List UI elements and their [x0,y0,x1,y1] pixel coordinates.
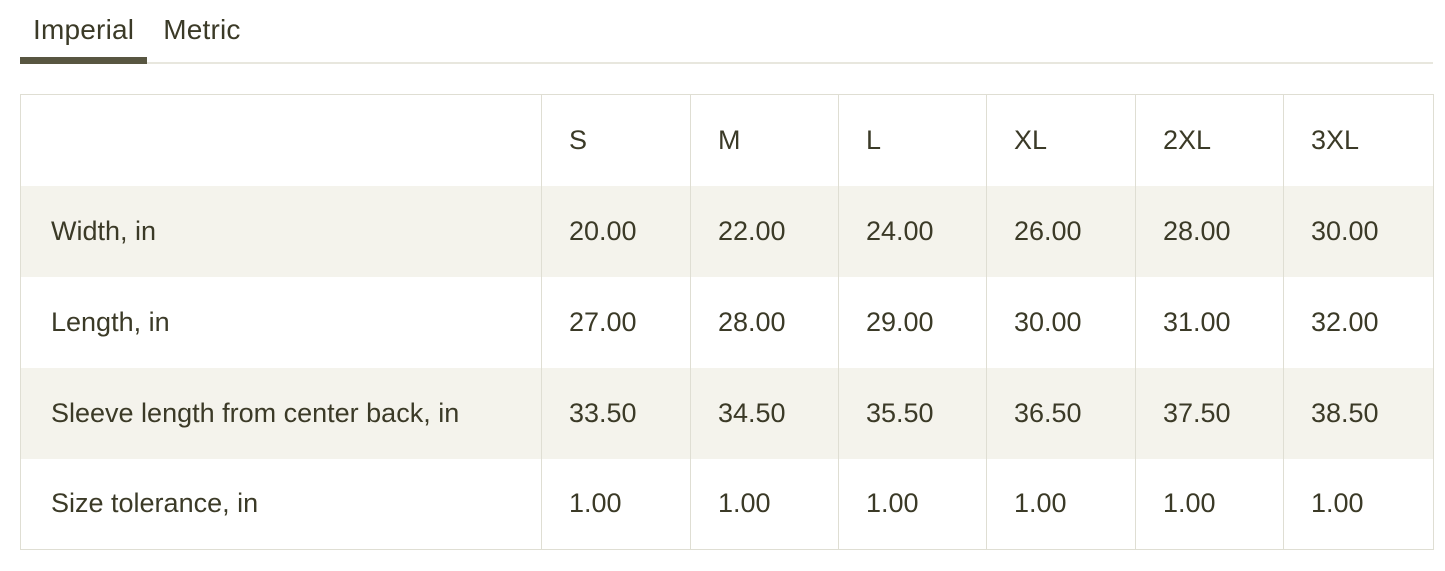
value-cell: 31.00 [1135,276,1284,368]
value-cell: 20.00 [541,185,691,277]
size-table-head: S M L XL 2XL 3XL [20,94,1434,186]
row-label-cell: Length, in [51,306,170,337]
value-cell: 1.00 [690,458,839,550]
size-header-cell: XL [986,94,1136,186]
tab-imperial[interactable]: Imperial [20,0,148,65]
value-cell: 1.00 [986,458,1136,550]
value-cell: 35.50 [838,367,987,459]
value-cell: 27.00 [541,276,691,368]
value-cell: 1.00 [1283,458,1434,550]
value-cell: 30.00 [986,276,1136,368]
value-cell: 29.00 [838,276,987,368]
tab-imperial-label: Imperial [33,14,135,45]
row-label-cell: Sleeve length from center back, in [51,397,460,428]
value-cell: 33.50 [541,367,691,459]
tab-metric[interactable]: Metric [150,0,253,62]
value-cell: 36.50 [986,367,1136,459]
table-row: Size tolerance, in 1.00 1.00 1.00 1.00 1.00 1.… [20,458,1434,550]
size-header-cell: S [541,94,691,186]
value-cell: 26.00 [986,185,1136,277]
value-cell: 34.50 [690,367,839,459]
value-cell: 22.00 [690,185,839,277]
value-cell: 1.00 [1135,458,1284,550]
table-row: Width, in 20.00 22.00 24.00 26.00 28.00 30.00 [20,185,1434,277]
size-table: S M L XL 2XL 3XL Width, in 20.00 22.00 24.00 26.0… [20,94,1434,551]
value-cell: 37.50 [1135,367,1284,459]
row-label-cell: Width, in [51,215,157,246]
value-cell: 32.00 [1283,276,1434,368]
value-cell: 1.00 [541,458,691,550]
size-header-cell: M [690,94,839,186]
value-cell: 28.00 [1135,185,1284,277]
size-table-header-row: S M L XL 2XL 3XL [20,94,1434,186]
size-header-cell: 2XL [1135,94,1284,186]
value-cell: 38.50 [1283,367,1434,459]
value-cell: 1.00 [838,458,987,550]
size-chart-section: S M L XL 2XL 3XL Width, in 20.00 22.00 24.00 26.0… [20,94,1434,551]
size-header-cell: L [838,94,987,186]
units-tab-bar: Imperial Metric [20,0,1433,65]
size-header-cell: 3XL [1283,94,1434,186]
size-table-body: Width, in 20.00 22.00 24.00 26.00 28.00 30.00 L… [20,185,1434,550]
table-row: Sleeve length from center back, in 33.50 3… [20,367,1434,459]
value-cell: 28.00 [690,276,839,368]
value-cell: 24.00 [838,185,987,277]
row-label-cell: Size tolerance, in [51,488,259,519]
table-row: Length, in 27.00 28.00 29.00 30.00 31.00 32.00 [20,276,1434,368]
corner-cell [21,95,542,186]
tab-metric-label: Metric [163,14,241,45]
value-cell: 30.00 [1283,185,1434,277]
